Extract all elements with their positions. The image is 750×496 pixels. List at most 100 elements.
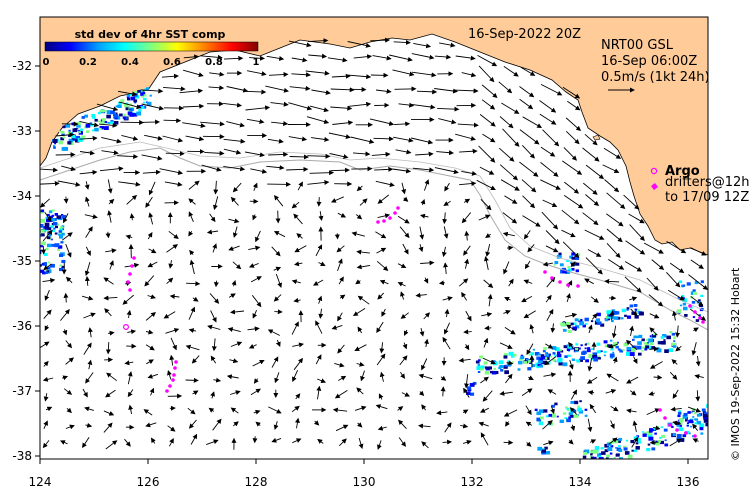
- current-vector: [526, 441, 532, 447]
- sst-cell: [51, 243, 55, 247]
- current-vector: [118, 101, 142, 110]
- current-vector: [371, 151, 391, 157]
- sst-cell: [145, 87, 149, 90]
- current-vector: [147, 261, 158, 268]
- current-vector: [165, 151, 185, 157]
- current-vector: [250, 276, 262, 283]
- sst-cell: [110, 110, 115, 115]
- model-info: NRT00 GSL 16-Sep 06:00Z 0.5m/s (1kt 24h): [601, 38, 710, 93]
- current-vector: [291, 201, 300, 209]
- sst-cell: [574, 256, 580, 260]
- current-vector: [646, 408, 661, 416]
- sst-cell: [677, 411, 682, 415]
- sst-cell: [678, 410, 681, 412]
- current-vector: [229, 390, 241, 395]
- sst-cell: [129, 112, 135, 117]
- current-vector: [339, 294, 346, 300]
- current-vector: [423, 277, 429, 284]
- sst-cell: [567, 354, 571, 357]
- current-vector: [42, 277, 56, 283]
- drifter-point: [388, 216, 392, 220]
- y-tick-label: -35: [12, 254, 32, 268]
- current-vector: [84, 276, 90, 286]
- sst-cell: [47, 227, 52, 231]
- current-vector: [42, 440, 50, 449]
- current-vector: [105, 389, 116, 398]
- colorbar-title: std dev of 4hr SST comp: [75, 28, 226, 41]
- current-vector: [268, 406, 282, 414]
- sst-cell: [616, 439, 621, 443]
- x-axis: 124 126 128 130 132 134 136: [29, 459, 699, 489]
- current-vector: [245, 151, 265, 158]
- current-vector: [291, 72, 311, 78]
- current-vector: [103, 277, 114, 285]
- y-tick-label: -36: [12, 319, 32, 333]
- sst-cell: [59, 264, 63, 267]
- current-vector: [211, 338, 217, 352]
- current-vector: [226, 121, 245, 128]
- current-vector: [200, 121, 225, 127]
- current-vector: [459, 278, 469, 287]
- sst-cell: [54, 232, 58, 235]
- sst-cell: [575, 325, 580, 329]
- sst-cell: [556, 415, 559, 418]
- current-vector: [543, 440, 554, 446]
- sst-cell: [40, 209, 45, 213]
- current-vector: [83, 312, 96, 319]
- current-vector: [103, 295, 118, 301]
- bathymetry-contour: [40, 147, 708, 331]
- current-vector: [248, 262, 259, 268]
- current-vector: [624, 276, 642, 293]
- sst-cell: [50, 238, 53, 241]
- current-vector: [379, 342, 385, 354]
- sst-cell: [688, 432, 691, 435]
- current-vector: [519, 86, 535, 98]
- current-vector: [79, 120, 100, 128]
- current-vector: [334, 362, 345, 368]
- sst-cell: [582, 455, 587, 459]
- current-vector: [334, 390, 348, 399]
- current-vector: [291, 321, 299, 335]
- sst-cell: [583, 451, 587, 455]
- sst-cell: [677, 414, 681, 418]
- current-vector: [520, 66, 536, 76]
- sst-cell: [575, 347, 579, 351]
- current-vector: [499, 342, 513, 349]
- sst-cell: [626, 308, 629, 311]
- current-vector: [188, 306, 196, 320]
- sst-cell: [118, 101, 122, 105]
- current-vector: [444, 422, 452, 433]
- sst-cell: [596, 460, 600, 463]
- current-vector: [507, 245, 514, 251]
- sst-cell: [107, 121, 110, 124]
- sst-cell: [144, 88, 148, 91]
- current-vector: [608, 259, 625, 270]
- sst-cell: [598, 357, 601, 360]
- sst-cell: [65, 123, 71, 128]
- current-vector: [315, 320, 323, 334]
- sst-cell: [579, 321, 585, 326]
- current-vector: [231, 280, 237, 287]
- current-vector: [255, 421, 261, 427]
- current-vector: [501, 102, 520, 114]
- sst-cell: [537, 363, 541, 367]
- sst-cell: [699, 427, 704, 431]
- sst-cell: [542, 350, 546, 353]
- sst-cell: [578, 410, 584, 414]
- current-vector: [291, 279, 301, 285]
- current-vector: [118, 181, 141, 187]
- sst-cell: [559, 349, 562, 352]
- sst-cell: [43, 252, 48, 256]
- sst-cell: [610, 315, 615, 320]
- sst-cell: [469, 383, 475, 387]
- current-vector: [316, 197, 322, 207]
- drifter-point: [558, 280, 562, 284]
- current-vector: [232, 226, 238, 238]
- current-vector: [416, 89, 438, 95]
- current-vector: [337, 312, 343, 322]
- current-vector: [213, 280, 219, 288]
- current-vector: [316, 385, 322, 400]
- sst-cell: [512, 361, 514, 363]
- current-vector: [692, 438, 699, 443]
